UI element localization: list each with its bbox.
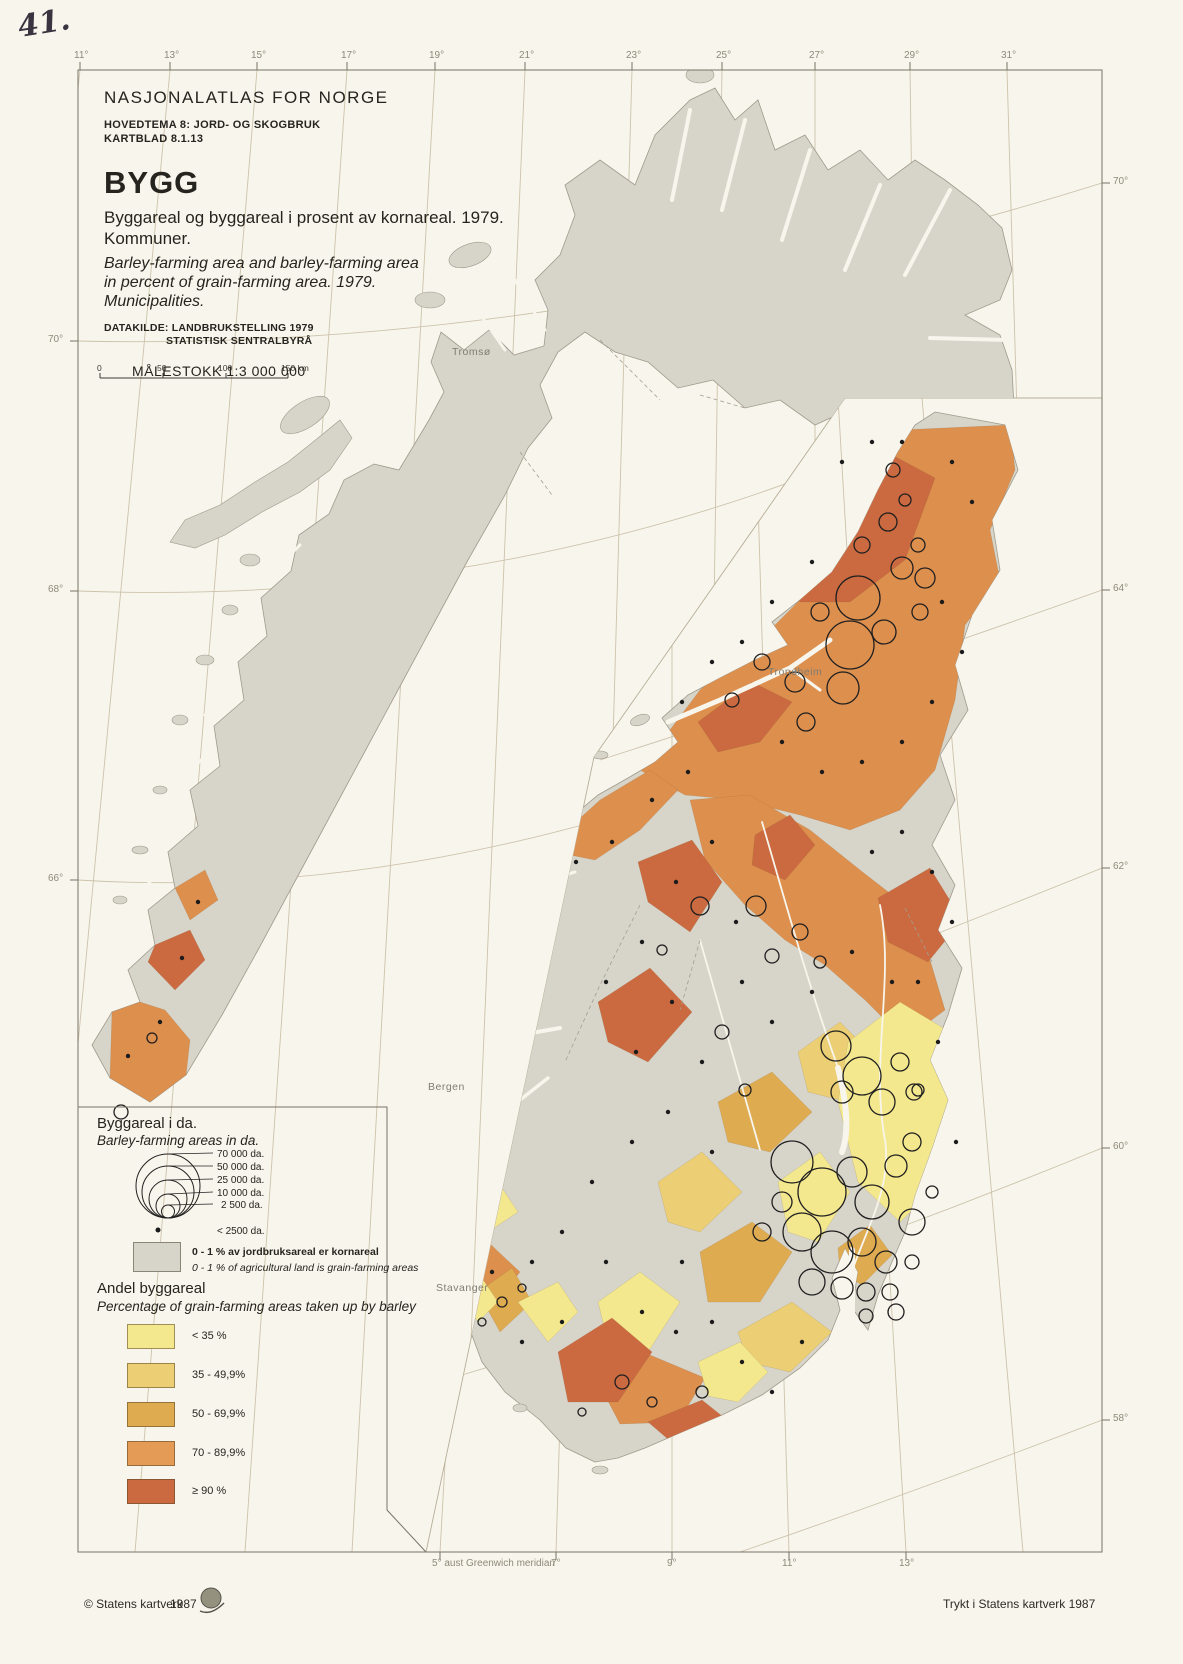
copyright-year: 1987 (170, 1597, 197, 1611)
legend-classes-title: Andel byggareal (97, 1280, 206, 1297)
legend-classes-subtitle: Percentage of grain-farming areas taken … (97, 1299, 416, 1314)
legend-circles-title: Byggareal i da. (97, 1115, 198, 1132)
barley-area-circles (477, 462, 939, 1417)
scale-tick-label: 100 (218, 363, 233, 373)
legend-gray-label-no: 0 - 1 % av jordbruksareal er kornareal (192, 1246, 379, 1258)
legend-size-label: 2 500 da. (221, 1200, 263, 1211)
subtitle-en: Municipalities. (104, 293, 205, 310)
legend-circles-subtitle: Barley-farming areas in da. (97, 1133, 260, 1148)
legend-class-label: 35 - 49,9% (192, 1369, 246, 1381)
city-label-tromso: Tromsø (452, 346, 491, 358)
subtitle-en: Barley-farming area and barley-farming a… (104, 255, 419, 272)
graticule-label: 62° (1113, 861, 1129, 872)
graticule-label: 5° aust Greenwich meridian (432, 1558, 555, 1569)
title-block: NASJONALATLAS FOR NORGE HOVEDTEMA 8: JOR… (104, 88, 524, 379)
graticule-label: 70° (48, 334, 64, 345)
statens-kartverk-logo (196, 1586, 228, 1621)
legend-size-label: 70 000 da. (217, 1149, 264, 1160)
graticule-label: 23° (626, 50, 642, 61)
graticule-label: 64° (1113, 583, 1129, 594)
graticule-label: 70° (1113, 176, 1129, 187)
graticule-label: 13° (164, 50, 180, 61)
data-source-line: DATAKILDE: LANDBRUKSTELLING 1979 (104, 322, 524, 334)
legend-size-label: 25 000 da. (217, 1175, 264, 1186)
map-frame (70, 62, 1110, 1560)
sheet-line: KARTBLAD 8.1.13 (104, 133, 204, 145)
legend-size-label: 10 000 da. (217, 1188, 264, 1199)
graticule-label: 7° (551, 1558, 561, 1569)
legend-class-swatch (127, 1479, 175, 1504)
legend-class-swatch (127, 1402, 175, 1427)
map-title: BYGG (104, 165, 200, 200)
graticule-label: 60° (1113, 1141, 1129, 1152)
city-label-bergen: Bergen (428, 1081, 465, 1093)
island-municipality-symbol (578, 759, 588, 769)
legend-class-swatch (127, 1363, 175, 1388)
legend-class-label: < 35 % (192, 1330, 227, 1342)
source-label: DATAKILDE: (104, 322, 169, 334)
source-value: LANDBRUKSTELLING 1979 (171, 322, 314, 334)
graticule-label: 21° (519, 50, 535, 61)
subtitle-no: Kommuner. (104, 229, 191, 248)
legend-class-swatch (127, 1441, 175, 1466)
legend-class-label: 50 - 69,9% (192, 1408, 246, 1420)
scale-bar (99, 373, 289, 379)
graticule-label: 68° (48, 584, 64, 595)
printed-by-text: Trykt i Statens kartverk 1987 (943, 1597, 1096, 1611)
graticule-label: 11° (782, 1558, 797, 1569)
legend-size-label: 50 000 da. (217, 1162, 264, 1173)
graticule-label: 27° (809, 50, 825, 61)
legend-dot-label: < 2500 da. (217, 1226, 265, 1237)
legend-circle-diagram: 70 000 da. 50 000 da. 25 000 da. 10 000 … (135, 1149, 265, 1237)
graticule-label: 31° (1001, 50, 1017, 61)
legend-class-label: ≥ 90 % (192, 1485, 227, 1497)
graticule-label: 15° (251, 50, 267, 61)
graticule-label: 58° (1113, 1413, 1129, 1424)
scale-label: MÅLESTOKK 1:3 000 000 (132, 363, 306, 379)
graticule-label: 66° (48, 873, 64, 884)
subtitle-no: Byggareal og byggareal i prosent av korn… (104, 208, 504, 227)
series-title: NASJONALATLAS FOR NORGE (104, 88, 389, 107)
copyright-text: © Statens kartverk (84, 1597, 183, 1611)
legend-class-label: 70 - 89,9% (192, 1447, 246, 1459)
subtitle-en: in percent of grain-farming area. 1979. (104, 274, 377, 291)
city-label-stavanger: Stavanger (436, 1282, 489, 1294)
city-label-trondheim: Trondheim (768, 666, 823, 678)
land-south (426, 411, 1019, 1475)
data-source-line2: STATISTISK SENTRALBYRÅ (166, 335, 313, 347)
legend-gray-swatch (133, 1242, 181, 1272)
theme-line: HOVEDTEMA 8: JORD- OG SKOGBRUK (104, 119, 321, 131)
graticule-label: 25° (716, 50, 732, 61)
legend-gray-label-en: 0 - 1 % of agricultural land is grain-fa… (192, 1262, 419, 1274)
legend-class-swatch (127, 1324, 175, 1349)
graticule-label: 13° (899, 1558, 915, 1569)
graticule-label: 29° (904, 50, 920, 61)
scale-tick-label: 0 (97, 363, 102, 373)
graticule-label: 19° (429, 50, 445, 61)
scale-tick-label: 50 (157, 363, 167, 373)
scale-tick-label: 150 km (281, 363, 309, 373)
graticule-label: 9° (667, 1558, 677, 1569)
land-north (91, 70, 1016, 1120)
legend-box-border (78, 1106, 427, 1553)
graticule-label: 17° (341, 50, 357, 61)
graticule-label: 11° (74, 50, 89, 61)
